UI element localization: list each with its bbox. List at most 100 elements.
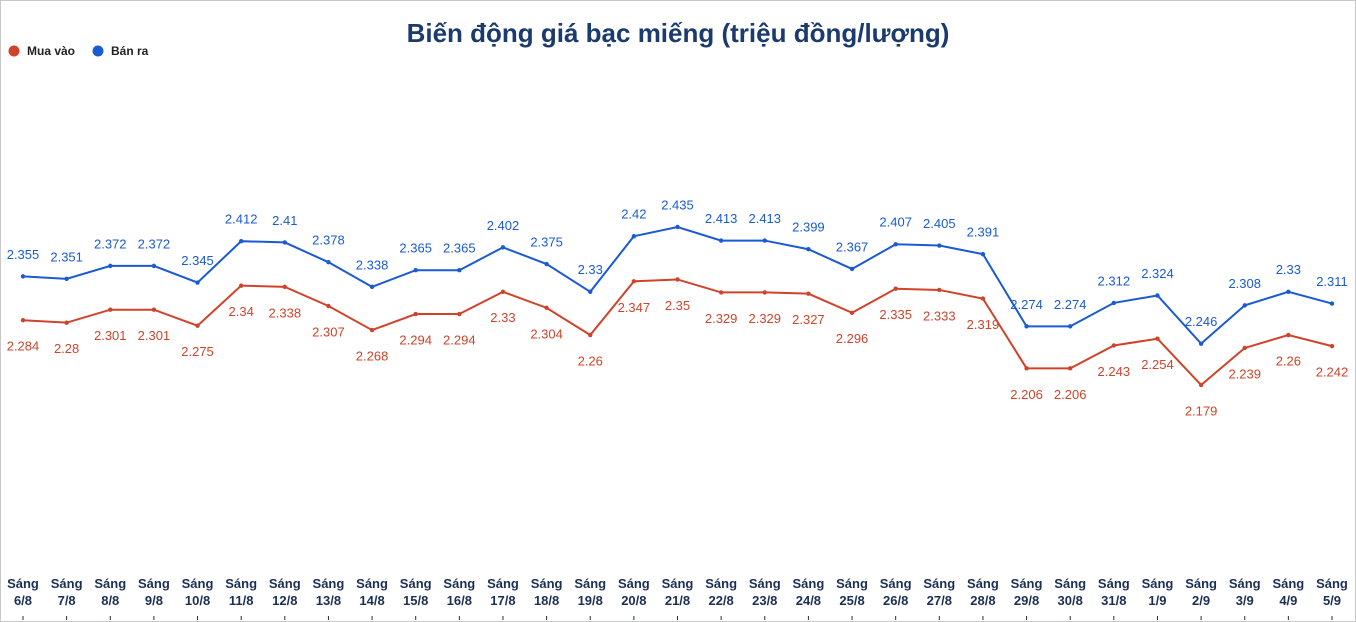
data-label: 2.34: [229, 304, 254, 319]
x-tick-label: Sáng 29/8: [1011, 576, 1043, 608]
data-point: [500, 289, 506, 295]
data-point: [675, 224, 680, 230]
chart-title: Biến động giá bạc miếng (triệu đồng/lượn…: [407, 18, 950, 48]
data-label: 2.307: [312, 324, 345, 339]
data-point: [151, 307, 157, 312]
data-label: 2.33: [490, 310, 515, 325]
data-point: [1155, 293, 1160, 298]
x-tick-label: Sáng 16/8: [443, 576, 475, 608]
data-point: [413, 311, 418, 317]
data-label: 2.275: [181, 344, 214, 359]
x-tick-label: Sáng 27/8: [923, 576, 955, 608]
data-label: 2.367: [836, 239, 869, 254]
data-label: 2.405: [923, 216, 956, 231]
data-label: 2.338: [269, 305, 302, 320]
data-label: 2.345: [181, 253, 214, 268]
data-label: 2.242: [1316, 365, 1349, 380]
data-label: 2.294: [399, 332, 432, 347]
data-point: [1024, 366, 1029, 371]
data-point: [457, 311, 462, 317]
data-point: [1198, 382, 1204, 388]
data-point: [893, 286, 898, 291]
x-tick-label: Sáng 5/9: [1316, 576, 1348, 608]
x-tick-label: Sáng 30/8: [1054, 576, 1086, 608]
data-label: 2.391: [967, 225, 1000, 240]
data-point: [544, 261, 549, 267]
data-label: 2.372: [94, 236, 127, 251]
data-label: 2.246: [1185, 314, 1218, 329]
data-point: [326, 259, 331, 265]
data-label: 2.327: [792, 312, 825, 327]
data-label: 2.329: [748, 311, 781, 326]
legend-label: Bán ra: [111, 44, 149, 58]
data-point: [64, 276, 69, 282]
data-point: [980, 296, 986, 301]
data-label: 2.274: [1010, 297, 1043, 312]
data-label: 2.28: [54, 341, 79, 356]
data-point: [1198, 341, 1204, 346]
data-point: [108, 263, 113, 269]
data-point: [151, 263, 157, 269]
data-point: [1068, 324, 1073, 329]
data-point: [718, 290, 724, 295]
data-label: 2.311: [1316, 274, 1348, 289]
x-tick-label: Sáng 19/8: [574, 576, 606, 608]
data-label: 2.239: [1228, 366, 1261, 381]
data-point: [631, 234, 637, 239]
data-point: [937, 287, 942, 293]
data-point: [238, 283, 244, 288]
data-label: 2.333: [923, 308, 956, 323]
x-tick-label: Sáng 25/8: [836, 576, 868, 608]
data-label: 2.413: [748, 211, 781, 226]
x-tick-label: Sáng 4/9: [1272, 576, 1304, 608]
x-tick-label: Sáng 2/9: [1185, 576, 1217, 608]
data-label: 2.312: [1098, 273, 1131, 288]
x-tick-label: Sáng 24/8: [793, 576, 825, 608]
x-tick-label: Sáng 17/8: [487, 576, 519, 608]
data-label: 2.324: [1141, 266, 1174, 281]
data-label: 2.319: [967, 317, 1000, 332]
data-label: 2.435: [661, 197, 694, 212]
data-point: [1068, 366, 1073, 371]
data-label: 2.335: [879, 307, 912, 322]
data-label: 2.304: [530, 326, 563, 341]
data-label: 2.41: [272, 213, 297, 228]
data-label: 2.26: [578, 353, 603, 368]
data-point: [849, 310, 855, 315]
data-label: 2.301: [138, 328, 171, 343]
x-tick-label: Sáng 23/8: [749, 576, 781, 608]
data-label: 2.294: [443, 332, 476, 347]
data-label: 2.33: [1276, 262, 1301, 277]
data-label: 2.413: [705, 211, 738, 226]
x-tick-label: Sáng 20/8: [618, 576, 650, 608]
data-label: 2.26: [1276, 353, 1301, 368]
x-tick-label: Sáng 26/8: [880, 576, 912, 608]
data-label: 2.42: [621, 207, 646, 222]
data-point: [326, 303, 331, 309]
data-point: [631, 279, 637, 284]
data-point: [1329, 301, 1335, 306]
data-label: 2.274: [1054, 297, 1087, 312]
data-label: 2.243: [1098, 364, 1131, 379]
data-point: [806, 247, 811, 252]
data-label: 2.355: [7, 247, 40, 262]
data-label: 2.254: [1141, 357, 1174, 372]
data-label: 2.375: [530, 234, 563, 249]
data-point: [1242, 345, 1247, 351]
data-label: 2.296: [836, 331, 869, 346]
data-point: [675, 277, 680, 282]
data-label: 2.399: [792, 220, 825, 235]
data-label: 2.402: [487, 218, 520, 233]
x-tick-label: Sáng 9/8: [138, 576, 170, 608]
data-point: [1329, 343, 1335, 349]
x-tick-label: Sáng 13/8: [313, 576, 345, 608]
x-tick-label: Sáng 14/8: [356, 576, 388, 608]
data-point: [1286, 332, 1291, 338]
legend-marker: [92, 45, 104, 57]
data-label: 2.308: [1228, 276, 1261, 291]
data-point: [588, 289, 593, 295]
data-label: 2.412: [225, 212, 258, 227]
data-point: [195, 323, 200, 328]
x-tick-label: Sáng 28/8: [967, 576, 999, 608]
